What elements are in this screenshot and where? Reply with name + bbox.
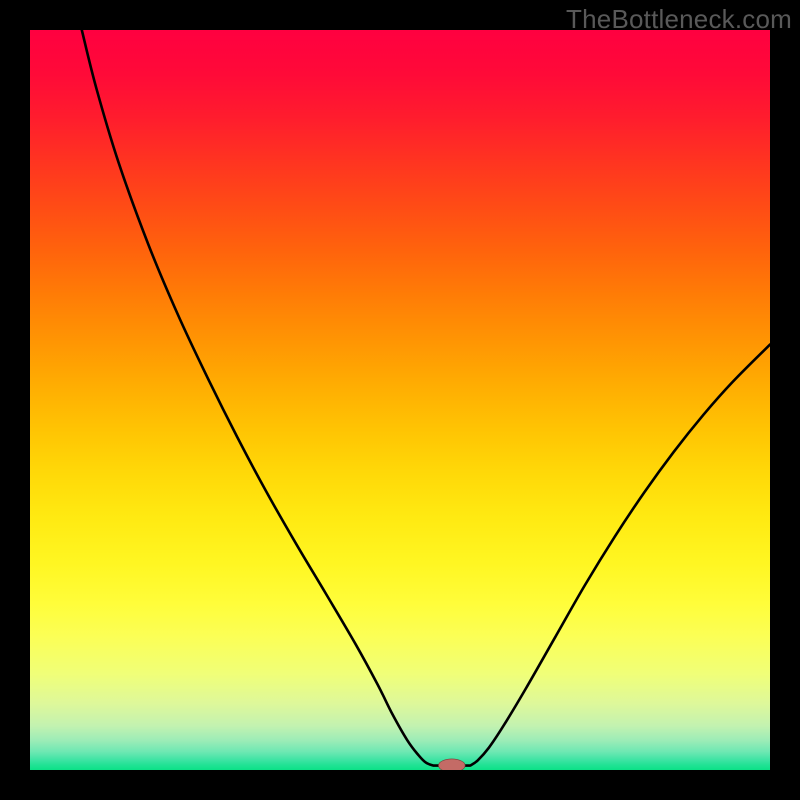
chart-container: TheBottleneck.com bbox=[0, 0, 800, 800]
bottleneck-chart bbox=[0, 0, 800, 800]
watermark-label: TheBottleneck.com bbox=[566, 4, 792, 35]
chart-plot-background bbox=[30, 30, 770, 770]
